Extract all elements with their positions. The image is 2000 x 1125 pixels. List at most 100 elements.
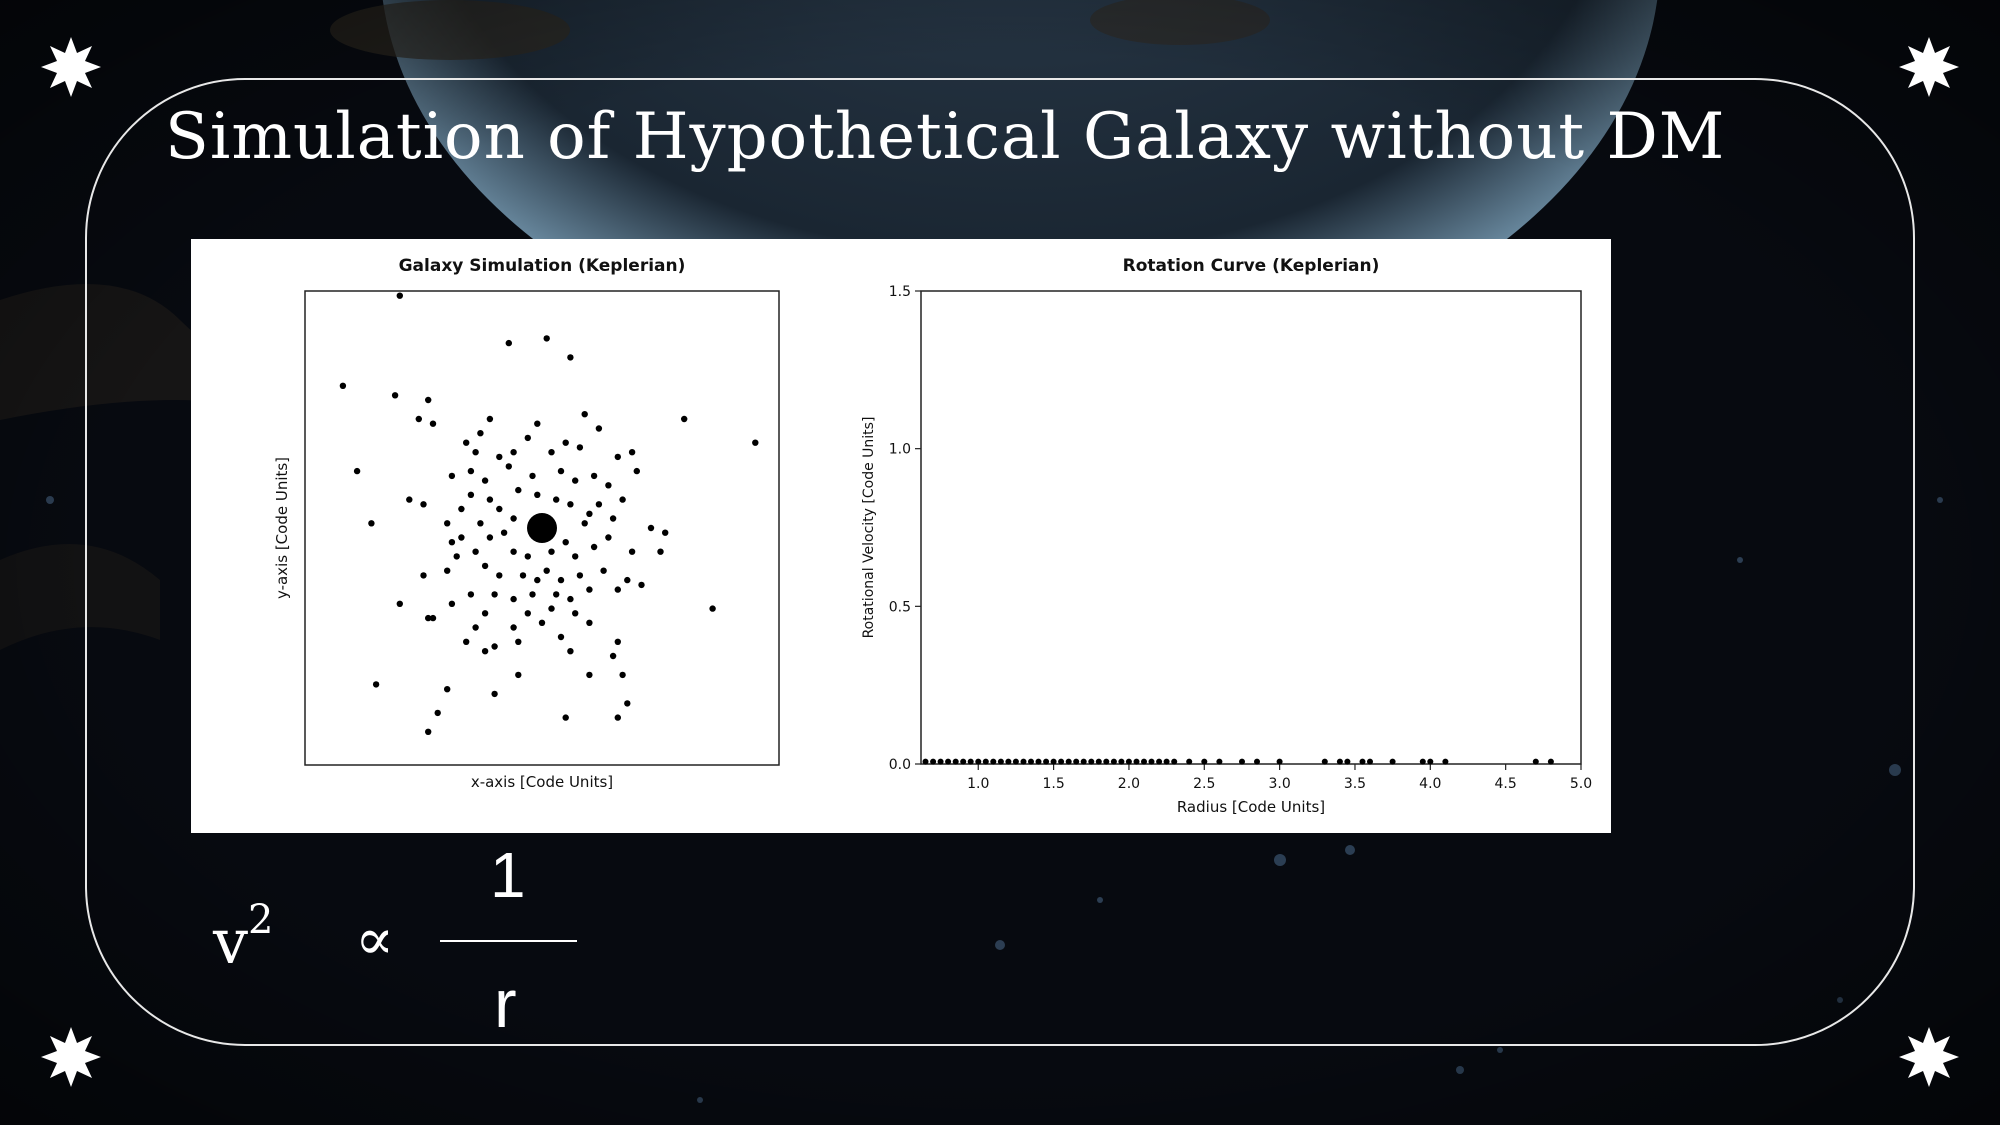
galaxy-star-point: [472, 449, 479, 456]
galaxy-plot-frame: [304, 290, 780, 766]
galaxy-star-point: [548, 605, 555, 612]
galaxy-star-point: [619, 496, 626, 503]
galaxy-star-point: [368, 520, 375, 527]
rotation-data-point: [1427, 758, 1434, 765]
galaxy-star-point: [633, 467, 640, 475]
galaxy-star-point: [657, 548, 664, 555]
galaxy-star-point: [510, 515, 517, 522]
star-icon: [1899, 1027, 1959, 1087]
galaxy-star-point: [562, 539, 569, 546]
rotation-data-point: [1321, 758, 1328, 765]
formula-numerator: 1: [490, 839, 526, 911]
rotation-data-point: [975, 758, 982, 765]
rotation-data-point: [1035, 758, 1042, 765]
galaxy-star-point: [505, 339, 512, 347]
formula-v: v: [213, 905, 249, 978]
galaxy-star-point: [500, 529, 508, 536]
rotation-x-tick-label: 1.5: [1042, 776, 1064, 792]
slide-frame: [85, 78, 1915, 1046]
galaxy-star-point: [586, 619, 593, 626]
rotation-data-point: [1442, 758, 1449, 765]
rotation-data-point: [922, 758, 929, 765]
rotation-data-point: [1276, 758, 1283, 765]
galaxy-star-point: [567, 354, 574, 361]
galaxy-star-point: [624, 700, 631, 707]
star-icon: [1899, 37, 1959, 97]
slide-title: Simulation of Hypothetical Galaxy withou…: [165, 100, 1726, 174]
rotation-data-point: [1080, 758, 1087, 765]
galaxy-star-point: [572, 553, 579, 560]
rotation-data-point: [1216, 758, 1223, 765]
rotation-data-point: [1133, 758, 1140, 765]
galaxy-star-point: [614, 453, 621, 461]
galaxy-star-point: [529, 591, 536, 598]
galaxy-star-point: [463, 439, 470, 446]
galaxy-star-point: [581, 520, 588, 527]
galaxy-star-point: [420, 501, 427, 508]
galaxy-star-point: [524, 610, 531, 617]
galaxy-star-point: [458, 505, 465, 513]
galaxy-star-point: [481, 562, 489, 570]
galaxy-star-point: [538, 619, 546, 626]
galaxy-star-point: [467, 591, 475, 598]
figure-svg: Galaxy Simulation (Keplerian) x-axis [Cod…: [273, 256, 1592, 816]
galaxy-star-point: [415, 415, 422, 423]
galaxy-star-point: [453, 553, 460, 560]
rotation-plot-frame: [920, 290, 1582, 765]
rotation-x-tick-label: 5.0: [1570, 776, 1592, 792]
galaxy-star-point: [576, 444, 584, 451]
rotation-data-point: [1171, 758, 1178, 765]
rotation-data-point: [1336, 758, 1343, 765]
rotation-x-tick-label: 3.5: [1344, 776, 1366, 792]
galaxy-star-point: [548, 548, 555, 555]
galaxy-star-point: [752, 439, 759, 446]
galaxy-star-point: [481, 610, 489, 617]
galaxy-star-point: [576, 572, 584, 579]
galaxy-star-point: [529, 472, 536, 480]
galaxy-star-point: [595, 425, 603, 432]
galaxy-star-point: [481, 648, 489, 655]
rotation-data-point: [1095, 758, 1102, 765]
galaxy-star-point: [609, 652, 617, 660]
galaxy-star-point: [510, 624, 517, 631]
formula-proportional-symbol: ∝: [355, 905, 395, 973]
star-icon: [41, 37, 101, 97]
rotation-chart-title: Rotation Curve (Keplerian): [1123, 256, 1380, 276]
rotation-data-point: [1012, 758, 1019, 765]
galaxy-star-point: [557, 576, 565, 584]
figure-panel: Galaxy Simulation (Keplerian) x-axis [Cod…: [191, 239, 1611, 833]
rotation-data-point: [1359, 758, 1366, 765]
rotation-data-point: [1088, 758, 1095, 765]
rotation-x-tick-label: 1.0: [967, 776, 989, 792]
galaxy-star-point: [505, 463, 512, 470]
galaxy-star-point: [515, 486, 522, 494]
galaxy-star-point: [586, 586, 593, 593]
galaxy-star-point: [557, 467, 565, 475]
galaxy-star-point: [444, 686, 451, 693]
galaxy-chart-title: Galaxy Simulation (Keplerian): [399, 256, 686, 276]
galaxy-star-point: [429, 420, 437, 427]
galaxy-star-point: [429, 614, 437, 622]
galaxy-star-point: [491, 690, 498, 698]
rotation-data-point: [1156, 758, 1163, 765]
galaxy-star-point: [339, 382, 347, 389]
galaxy-star-point: [562, 439, 569, 446]
rotation-data-point: [960, 758, 967, 765]
galaxy-star-point: [586, 671, 593, 679]
galaxy-star-point: [553, 496, 560, 503]
formula-denominator: r: [494, 966, 517, 1042]
rotation-data-point: [1005, 758, 1012, 765]
galaxy-star-point: [553, 591, 560, 598]
rotation-x-axis-label: Radius [Code Units]: [1177, 798, 1325, 816]
rotation-data-point: [1148, 758, 1155, 765]
galaxy-star-point: [491, 591, 498, 598]
galaxy-central-mass: [527, 513, 557, 543]
galaxy-star-point: [681, 415, 688, 423]
galaxy-star-point: [463, 638, 470, 645]
galaxy-star-point: [467, 467, 475, 475]
rotation-data-point: [1389, 758, 1396, 765]
galaxy-star-point: [638, 581, 645, 589]
galaxy-star-point: [614, 714, 621, 721]
galaxy-star-point: [581, 411, 588, 418]
star-icon: [41, 1027, 101, 1087]
